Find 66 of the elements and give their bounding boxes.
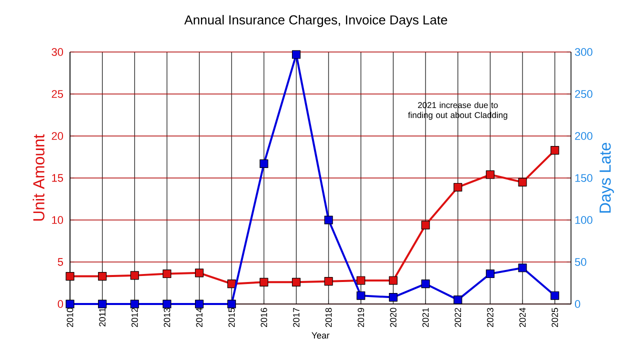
x-tick-label: 2024 — [519, 308, 526, 328]
x-tick-label: 2020 — [390, 308, 396, 328]
point — [162, 300, 172, 308]
x-tick-label: 2023 — [487, 308, 494, 328]
point — [227, 300, 236, 308]
y-tick-label: 20 — [52, 132, 64, 140]
point — [98, 272, 107, 281]
point — [130, 271, 139, 280]
x-tick-label: 2019 — [358, 308, 364, 328]
y2-tick-label: 150 — [575, 174, 592, 182]
chart-title: Annual Insurance Charges, Invoice Days Late — [184, 14, 448, 28]
point — [324, 216, 333, 224]
point — [486, 269, 494, 278]
y2-tick-label: 0 — [574, 300, 580, 308]
y-tick-label: 10 — [52, 216, 64, 224]
y-tick-label: 0 — [58, 300, 64, 308]
point — [98, 300, 107, 308]
point — [292, 278, 301, 286]
x-tick-label: 2018 — [325, 308, 332, 328]
y2-tick-label: 100 — [575, 216, 592, 224]
x-tick-label: 2021 — [422, 308, 429, 328]
x-tick-label: 2013 — [164, 308, 170, 328]
point — [356, 291, 366, 300]
y-tick-label: 5 — [58, 258, 64, 266]
point — [486, 170, 494, 179]
y-axis-title: Unit Amount — [32, 134, 44, 221]
point — [388, 292, 398, 302]
point — [66, 272, 74, 281]
x-tick-label: 2014 — [196, 308, 202, 328]
point — [66, 300, 74, 308]
x-tick-label: 2010 — [66, 308, 74, 328]
point — [518, 178, 527, 186]
point — [454, 182, 462, 192]
point — [356, 276, 366, 285]
point — [130, 300, 139, 308]
point — [550, 146, 560, 155]
x-tick-label: 2022 — [454, 308, 462, 328]
y2-tick-label: 250 — [575, 90, 592, 98]
point — [292, 50, 301, 59]
point — [260, 278, 268, 286]
y-tick-label: 15 — [52, 174, 64, 182]
point — [421, 220, 430, 230]
point — [227, 280, 236, 288]
point — [421, 280, 430, 288]
y-tick-label: 30 — [52, 48, 64, 56]
point — [195, 268, 204, 278]
x-axis-title: Year — [312, 332, 330, 339]
point — [550, 291, 560, 300]
y2-tick-label: 300 — [574, 48, 592, 56]
y2-tick-label: 50 — [574, 258, 586, 266]
x-tick-label: 2012 — [131, 308, 138, 328]
y-tick-label: 25 — [52, 90, 64, 98]
point — [195, 300, 204, 308]
y2-axis-title: Days Late — [600, 142, 614, 213]
x-tick-label: 2011 — [99, 308, 106, 326]
point — [324, 277, 333, 286]
point — [518, 264, 527, 272]
x-tick-label: 2017 — [293, 308, 300, 328]
point — [162, 269, 172, 278]
point — [454, 296, 462, 304]
y2-tick-label: 200 — [575, 132, 592, 140]
point — [260, 159, 268, 168]
x-tick-label: 2025 — [552, 308, 558, 328]
point — [388, 276, 398, 285]
x-tick-label: 2015 — [228, 308, 235, 328]
x-tick-label: 2016 — [260, 308, 268, 328]
